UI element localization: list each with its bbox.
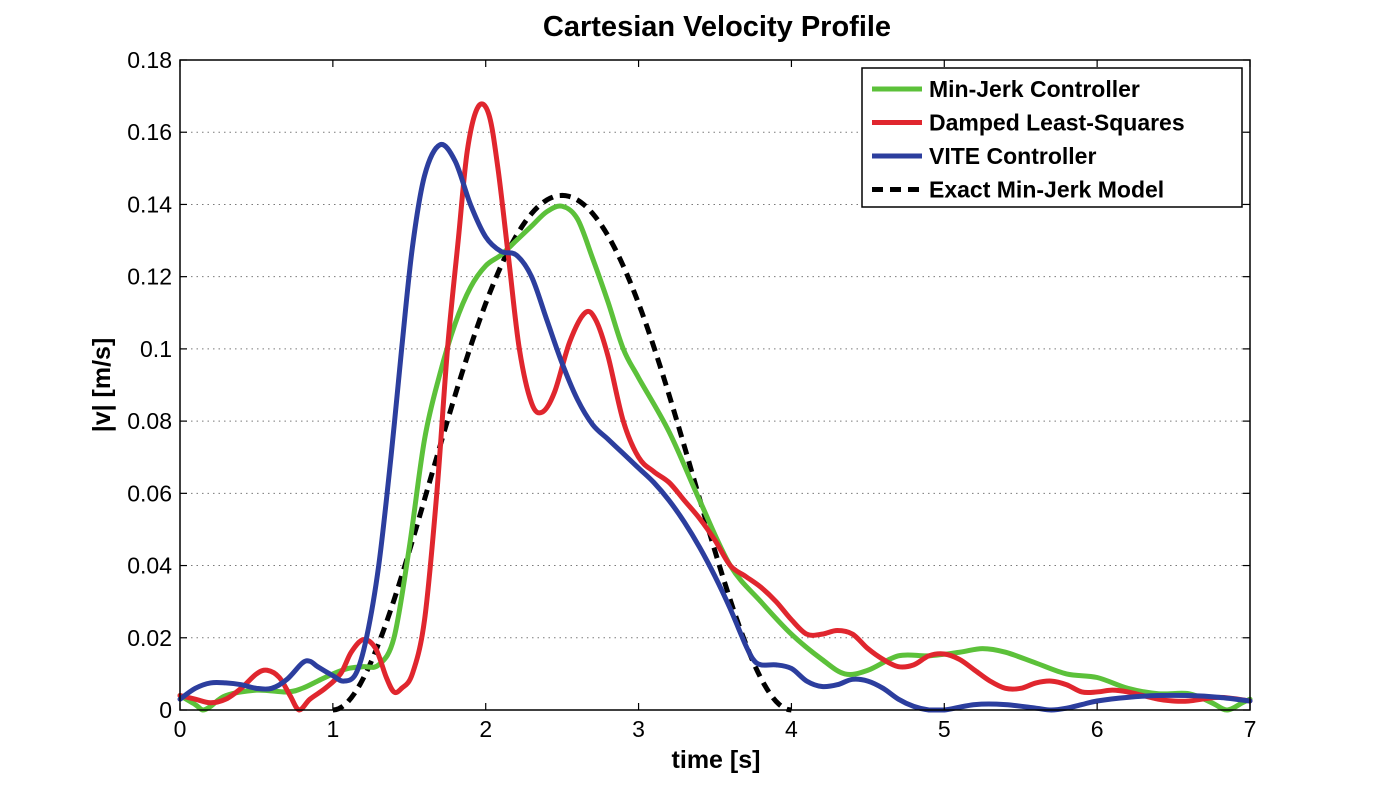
y-tick-label: 0.16 — [127, 119, 172, 145]
legend-label-vite-controller: VITE Controller — [929, 143, 1096, 169]
x-tick-label: 0 — [174, 716, 187, 742]
legend-label-min-jerk-controller: Min-Jerk Controller — [929, 76, 1140, 102]
series-lines — [177, 101, 1253, 713]
y-tick-label: 0.08 — [127, 408, 172, 434]
x-tick-label: 7 — [1244, 716, 1257, 742]
legend-label-damped-least-squares: Damped Least-Squares — [929, 110, 1185, 136]
x-tick-label: 4 — [785, 716, 798, 742]
x-tick-label: 5 — [938, 716, 951, 742]
y-tick-label: 0.18 — [127, 47, 172, 73]
y-tick-label: 0 — [159, 697, 172, 723]
chart-title: Cartesian Velocity Profile — [543, 11, 891, 43]
legend: Min-Jerk Controller Damped Least-Squares V… — [861, 67, 1243, 208]
plot-area-frame — [179, 59, 1251, 711]
y-tick-label: 0.06 — [127, 480, 172, 506]
y-tick-label: 0.04 — [127, 553, 172, 579]
y-tick-label: 0.12 — [127, 264, 172, 290]
y-tick-label: 0.1 — [140, 336, 172, 362]
x-axis-label: time [s] — [672, 746, 761, 774]
series-line-min-jerk-controller — [177, 203, 1253, 713]
y-tick-label: 0.14 — [127, 191, 172, 217]
series-line-vite-controller — [177, 142, 1253, 713]
y-tick-label: 0.02 — [127, 625, 172, 651]
axis-ticks: 0 1 2 3 4 5 6 7 0 0.02 0.04 0.06 0.08 0.1 0.12 0.14 0.16… — [127, 47, 1256, 742]
legend-label-exact-min-jerk-model: Exact Min-Jerk Model — [929, 177, 1164, 203]
legend-box — [861, 67, 1243, 208]
x-tick-label: 1 — [326, 716, 339, 742]
series-line-exact-min-jerk-model — [332, 192, 792, 713]
x-tick-label: 2 — [479, 716, 492, 742]
series-line-damped-least-squares — [177, 101, 1253, 713]
x-tick-label: 6 — [1091, 716, 1104, 742]
x-tick-label: 3 — [632, 716, 645, 742]
y-axis-label: |v| [m/s] — [88, 338, 116, 433]
